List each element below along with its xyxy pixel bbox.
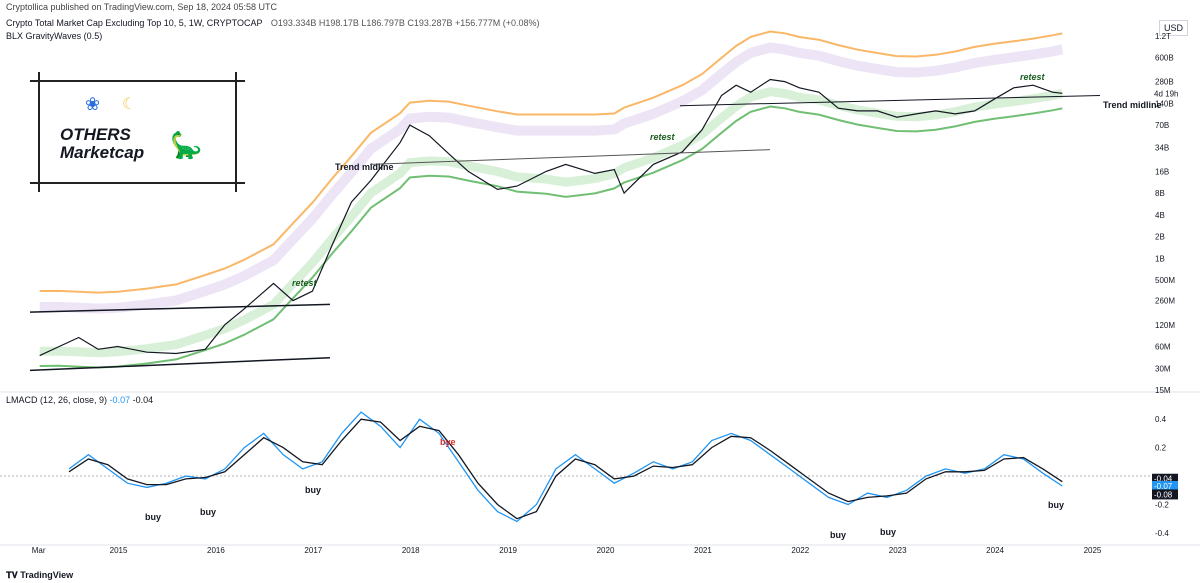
signal-value: -0.04 (132, 395, 154, 405)
lower-band-fill (39, 87, 1064, 358)
price-line (39, 78, 1063, 357)
price-axis-tick: 60M (1155, 343, 1171, 352)
price-axis-tick: 120M (1155, 321, 1175, 330)
time-axis-tick: 2015 (110, 546, 128, 555)
time-axis-tick: Mar (32, 546, 46, 555)
price-axis-tick: 30M (1155, 364, 1171, 373)
symbol-name[interactable]: Crypto Total Market Cap Excluding Top 10… (6, 18, 263, 28)
time-axis-tick: 2023 (889, 546, 907, 555)
time-axis-tick: 2020 (597, 546, 615, 555)
price-axis-tick: 2B (1155, 233, 1165, 242)
macd-annotation: buy (200, 507, 216, 517)
price-axis-tick: 1.2T (1155, 32, 1171, 41)
macd-annotation: bye (440, 437, 456, 447)
tv-icon: 𝐓𝐕 (6, 570, 21, 580)
time-axis-tick: 2022 (791, 546, 809, 555)
macd-legend[interactable]: LMACD (12, 26, close, 9) -0.07 -0.04 (6, 395, 153, 405)
macd-axis-tick: 0.4 (1155, 415, 1167, 424)
chart-annotation: retest (1020, 72, 1046, 82)
chart-annotation: Trend midline (1103, 100, 1162, 110)
symbol-line: Crypto Total Market Cap Excluding Top 10… (6, 18, 540, 28)
footer-text: TradingView (20, 570, 74, 580)
macd-annotation: buy (145, 512, 161, 522)
logo-line-2: Marketcap (60, 143, 145, 162)
time-axis-tick: 2021 (694, 546, 712, 555)
chart-annotation: retest (292, 278, 318, 288)
price-axis-tick: 8B (1155, 189, 1165, 198)
macd-title: LMACD (12, 26, close, 9) (6, 395, 108, 405)
macd-value-badge (1152, 481, 1178, 491)
price-axis-tick: 1B (1155, 254, 1165, 263)
macd-value: -0.07 (109, 395, 131, 405)
macd-value-label: -0.04 (1154, 475, 1173, 484)
tradingview-logo[interactable]: 𝐓𝐕 TradingView (6, 570, 73, 581)
trend-line (29, 303, 331, 313)
macd-axis-tick: -0.4 (1155, 529, 1169, 538)
price-axis-tick: 140B (1155, 99, 1174, 108)
time-axis-tick: 2019 (499, 546, 517, 555)
chart-annotation: Trend midline (335, 162, 394, 172)
last-price-label: 4d 19h (1154, 89, 1178, 98)
price-axis-tick: 4B (1155, 211, 1165, 220)
price-axis-tick: 280B (1155, 78, 1174, 87)
price-axis-tick: 260M (1155, 297, 1175, 306)
macd-value-badge (1152, 473, 1178, 484)
macd-annotation: buy (1048, 500, 1064, 510)
macd-annotation: buy (830, 530, 846, 540)
time-axis-tick: 2017 (304, 546, 322, 555)
moon-icon: ☾ (122, 96, 137, 113)
publisher-line: Cryptollica published on TradingView.com… (6, 2, 277, 12)
macd-axis-tick: 0.2 (1155, 444, 1167, 453)
macd-value-label: -0.08 (1154, 490, 1173, 499)
chart-annotation: retest (650, 132, 676, 142)
logo-line-1: OTHERS (60, 125, 131, 144)
trend-midline (369, 149, 771, 165)
price-axis-tick: 70B (1155, 121, 1169, 130)
ohlc-values: O193.334B H198.17B L186.797B C193.287B +… (270, 18, 540, 28)
price-axis-tick: 500M (1155, 276, 1175, 285)
price-axis-tick: 16B (1155, 167, 1169, 176)
macd-annotation: buy (305, 485, 321, 495)
trend-line (29, 356, 331, 372)
price-axis-tick: 34B (1155, 144, 1169, 153)
macd-annotation: buy (880, 527, 896, 537)
lower-band (39, 105, 1063, 369)
macd-axis-tick: -0.2 (1155, 500, 1169, 509)
macd-value-badge (1152, 489, 1178, 500)
upper-band (39, 30, 1063, 294)
time-axis-tick: 2024 (986, 546, 1004, 555)
trend-midline (679, 94, 1101, 107)
price-axis-tick: 600B (1155, 54, 1174, 63)
currency-button[interactable]: USD (1158, 20, 1188, 36)
time-axis-tick: 2025 (1084, 546, 1102, 555)
price-axis-tick: 15M (1155, 386, 1171, 395)
upper-band-fill (39, 42, 1064, 314)
dinosaur-icon: 🦕 (170, 130, 203, 160)
time-axis-tick: 2018 (402, 546, 420, 555)
signal-line (68, 418, 1063, 520)
logo-box: ❀ ☾ OTHERS Marketcap 🦕 (30, 72, 245, 192)
time-axis-tick: 2016 (207, 546, 225, 555)
macd-value-label: -0.07 (1154, 482, 1173, 491)
logo-title: OTHERS Marketcap (60, 126, 144, 162)
butterfly-icon: ❀ (85, 94, 101, 114)
indicator-label[interactable]: BLX GravityWaves (0.5) (6, 31, 103, 41)
